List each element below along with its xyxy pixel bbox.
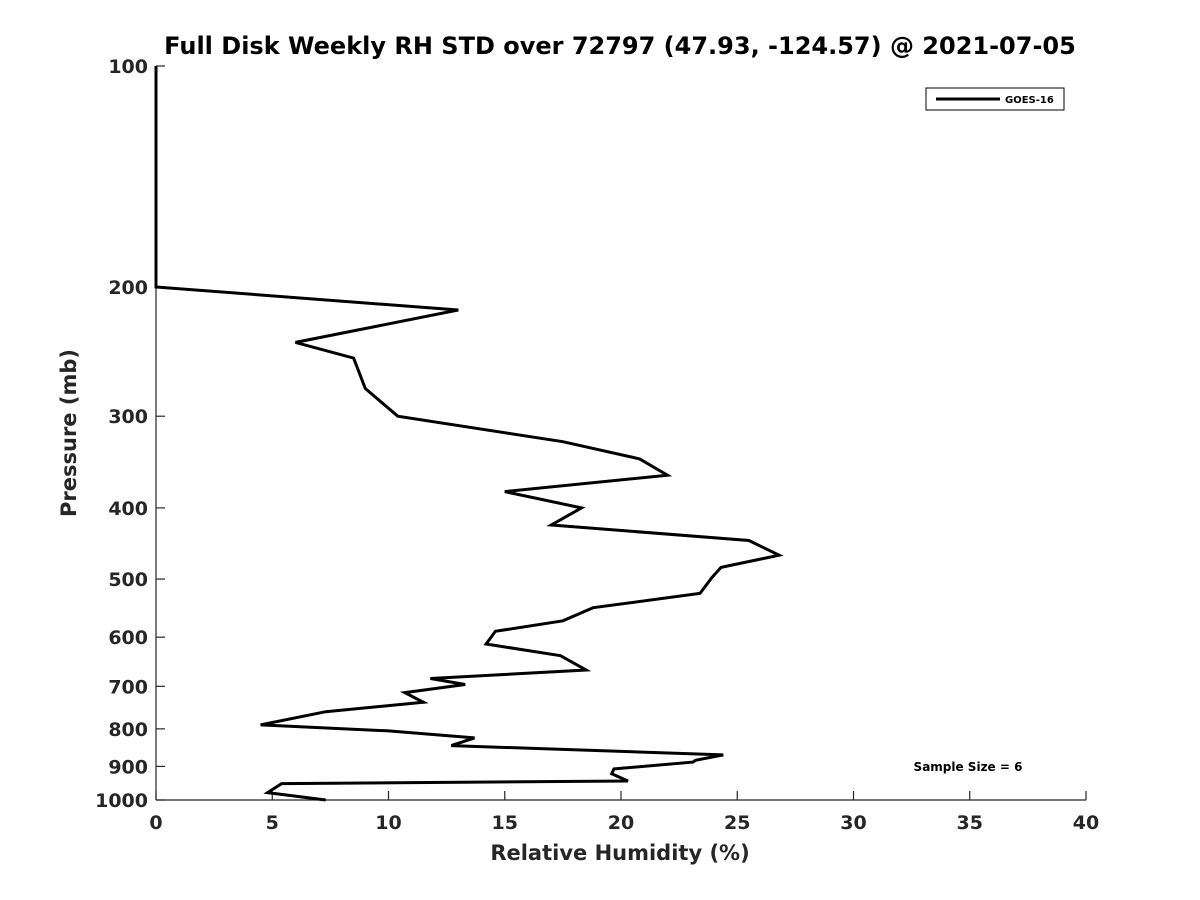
legend: GOES-16: [925, 87, 1065, 111]
sample-size-annotation: Sample Size = 6: [914, 760, 1023, 774]
series-group: [154, 66, 784, 802]
legend-label: GOES-16: [1005, 95, 1054, 106]
x-tick-label: 25: [724, 812, 750, 834]
y-tick-label: 400: [108, 498, 148, 520]
x-tick-label: 40: [1073, 812, 1099, 834]
x-tick-label: 0: [149, 812, 162, 834]
chart-title: Full Disk Weekly RH STD over 72797 (47.9…: [164, 32, 1076, 60]
x-tick-label: 30: [840, 812, 866, 834]
x-tick-label: 5: [266, 812, 279, 834]
x-tick-label: 35: [957, 812, 983, 834]
y-tick-label: 900: [108, 756, 148, 778]
y-tick-label: 500: [108, 569, 148, 591]
ticks: 0 5 10 15 20 25 30 35 40 100 200 300 400 500 600 700 800…: [95, 56, 1099, 834]
x-tick-label: 20: [608, 812, 634, 834]
axes: [155, 66, 1086, 801]
y-tick-label: 800: [108, 719, 148, 741]
y-tick-label: 1000: [95, 790, 148, 812]
y-tick-label: 600: [108, 627, 148, 649]
y-tick-label: 700: [108, 676, 148, 698]
y-tick-label: 300: [108, 406, 148, 428]
x-tick-label: 15: [492, 812, 518, 834]
y-tick-label: 100: [108, 56, 148, 78]
x-tick-label: 10: [375, 812, 401, 834]
x-axis-label: Relative Humidity (%): [490, 841, 749, 865]
series-line: [154, 66, 784, 802]
y-axis-label: Pressure (mb): [57, 349, 81, 517]
y-tick-label: 200: [108, 277, 148, 299]
